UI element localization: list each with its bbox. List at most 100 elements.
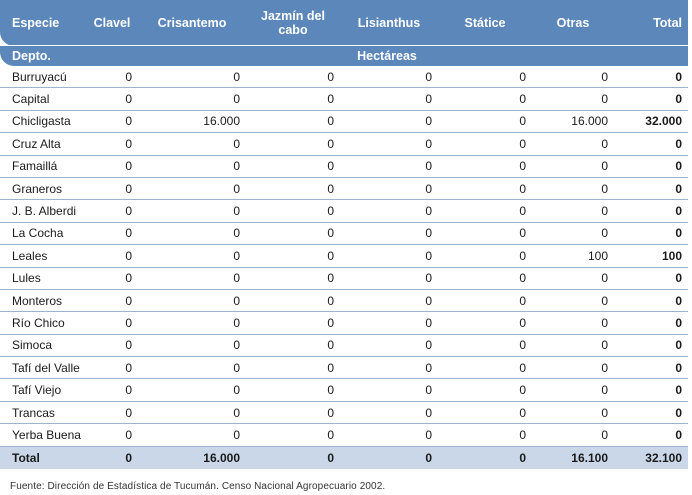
row-value-cell: 0 xyxy=(246,177,340,201)
row-value-cell: 0 xyxy=(86,199,138,223)
row-department-name: Famaillá xyxy=(0,155,86,178)
row-value-cell: 0 xyxy=(86,132,138,156)
row-value-cell: 0 xyxy=(138,132,246,156)
row-total-cell: 0 xyxy=(614,199,688,223)
table-row: Capital 0 0 0 0 0 0 0 xyxy=(0,87,688,111)
row-value-cell: 0 xyxy=(340,423,438,447)
row-value-cell: 0 xyxy=(438,378,532,402)
row-value-cell: 0 xyxy=(138,155,246,178)
row-value-cell: 0 xyxy=(438,132,532,156)
row-total-cell: 0 xyxy=(614,222,688,246)
header-col-jazmin-label: Jazmín del cabo xyxy=(261,8,325,37)
row-value-cell: 0 xyxy=(246,222,340,246)
row-value-cell: 0 xyxy=(246,110,340,134)
row-value-cell: 0 xyxy=(138,87,246,111)
row-value-cell: 0 xyxy=(246,446,340,469)
row-value-cell: 0 xyxy=(340,155,438,178)
row-value-cell: 0 xyxy=(86,177,138,201)
row-value-cell: 0 xyxy=(438,155,532,178)
row-value-cell: 0 xyxy=(340,267,438,290)
table-row: La Cocha 0 0 0 0 0 0 0 xyxy=(0,222,688,246)
header-col-lisianthus: Lisianthus xyxy=(340,0,438,46)
row-value-cell: 0 xyxy=(246,66,340,89)
row-total-cell: 32.100 xyxy=(614,446,688,469)
row-value-cell: 0 xyxy=(532,87,614,111)
row-value-cell: 0 xyxy=(438,401,532,425)
table-row: Famaillá 0 0 0 0 0 0 0 xyxy=(0,155,688,178)
row-value-cell: 0 xyxy=(340,446,438,469)
row-total-cell: 0 xyxy=(614,132,688,156)
row-department-name: Total xyxy=(0,446,86,469)
row-value-cell: 0 xyxy=(246,423,340,447)
row-department-name: Leales xyxy=(0,244,86,268)
table-row: J. B. Alberdi 0 0 0 0 0 0 0 xyxy=(0,199,688,223)
row-value-cell: 0 xyxy=(246,244,340,268)
row-value-cell: 0 xyxy=(246,87,340,111)
row-value-cell: 0 xyxy=(532,267,614,290)
table-row: Tafí Viejo 0 0 0 0 0 0 0 xyxy=(0,378,688,402)
row-value-cell: 0 xyxy=(138,244,246,268)
table-row: Leales 0 0 0 0 0 100 100 xyxy=(0,244,688,268)
header-col-clavel: Clavel xyxy=(86,0,138,46)
row-value-cell: 0 xyxy=(246,401,340,425)
row-value-cell: 0 xyxy=(138,378,246,402)
row-value-cell: 0 xyxy=(532,356,614,380)
table-row: Chicligasta 0 16.000 0 0 0 16.000 32.000 xyxy=(0,110,688,134)
table-row: Tafí del Valle 0 0 0 0 0 0 0 xyxy=(0,356,688,380)
row-department-name: Trancas xyxy=(0,401,86,425)
row-total-cell: 0 xyxy=(614,378,688,402)
header-col-otras: Otras xyxy=(532,0,614,46)
header-col-crisantemo: Crisantemo xyxy=(138,0,246,46)
row-total-cell: 0 xyxy=(614,289,688,313)
row-value-cell: 0 xyxy=(138,199,246,223)
row-value-cell: 0 xyxy=(532,289,614,313)
row-value-cell: 0 xyxy=(532,177,614,201)
row-value-cell: 0 xyxy=(340,334,438,358)
row-value-cell: 0 xyxy=(86,334,138,358)
row-value-cell: 0 xyxy=(86,222,138,246)
row-department-name: Lules xyxy=(0,267,86,290)
row-total-cell: 0 xyxy=(614,401,688,425)
table-row: Lules 0 0 0 0 0 0 0 xyxy=(0,267,688,290)
row-value-cell: 0 xyxy=(438,66,532,89)
row-value-cell: 0 xyxy=(86,356,138,380)
flower-area-table: Especie Clavel Crisantemo Jazmín del cab… xyxy=(0,0,688,469)
row-value-cell: 0 xyxy=(340,356,438,380)
row-value-cell: 16.000 xyxy=(138,446,246,469)
row-value-cell: 0 xyxy=(532,132,614,156)
row-value-cell: 0 xyxy=(532,378,614,402)
row-value-cell: 0 xyxy=(138,334,246,358)
row-value-cell: 0 xyxy=(246,356,340,380)
row-department-name: Chicligasta xyxy=(0,110,86,134)
row-value-cell: 0 xyxy=(246,199,340,223)
header-col-jazmin: Jazmín del cabo xyxy=(246,0,340,46)
row-value-cell: 0 xyxy=(138,356,246,380)
row-value-cell: 0 xyxy=(86,244,138,268)
row-total-cell: 0 xyxy=(614,311,688,335)
row-value-cell: 16.000 xyxy=(532,110,614,134)
row-value-cell: 0 xyxy=(532,199,614,223)
row-total-cell: 0 xyxy=(614,87,688,111)
row-total-cell: 100 xyxy=(614,244,688,268)
row-value-cell: 0 xyxy=(86,155,138,178)
row-value-cell: 0 xyxy=(532,222,614,246)
row-value-cell: 0 xyxy=(86,423,138,447)
row-department-name: Burruyacú xyxy=(0,66,86,89)
row-value-cell: 0 xyxy=(86,289,138,313)
row-value-cell: 0 xyxy=(438,423,532,447)
row-total-cell: 0 xyxy=(614,267,688,290)
header-depto: Depto. xyxy=(0,45,86,66)
row-value-cell: 0 xyxy=(138,311,246,335)
subheader-row: Depto. Hectáreas xyxy=(0,45,688,66)
row-value-cell: 0 xyxy=(438,199,532,223)
row-value-cell: 0 xyxy=(438,222,532,246)
row-value-cell: 0 xyxy=(86,66,138,89)
row-value-cell: 0 xyxy=(340,132,438,156)
row-total-cell: 0 xyxy=(614,356,688,380)
row-department-name: Tafí Viejo xyxy=(0,378,86,402)
row-value-cell: 0 xyxy=(532,155,614,178)
source-note: Fuente: Dirección de Estadística de Tucu… xyxy=(10,481,386,492)
row-department-name: La Cocha xyxy=(0,222,86,246)
row-value-cell: 0 xyxy=(138,66,246,89)
row-department-name: Yerba Buena xyxy=(0,423,86,447)
